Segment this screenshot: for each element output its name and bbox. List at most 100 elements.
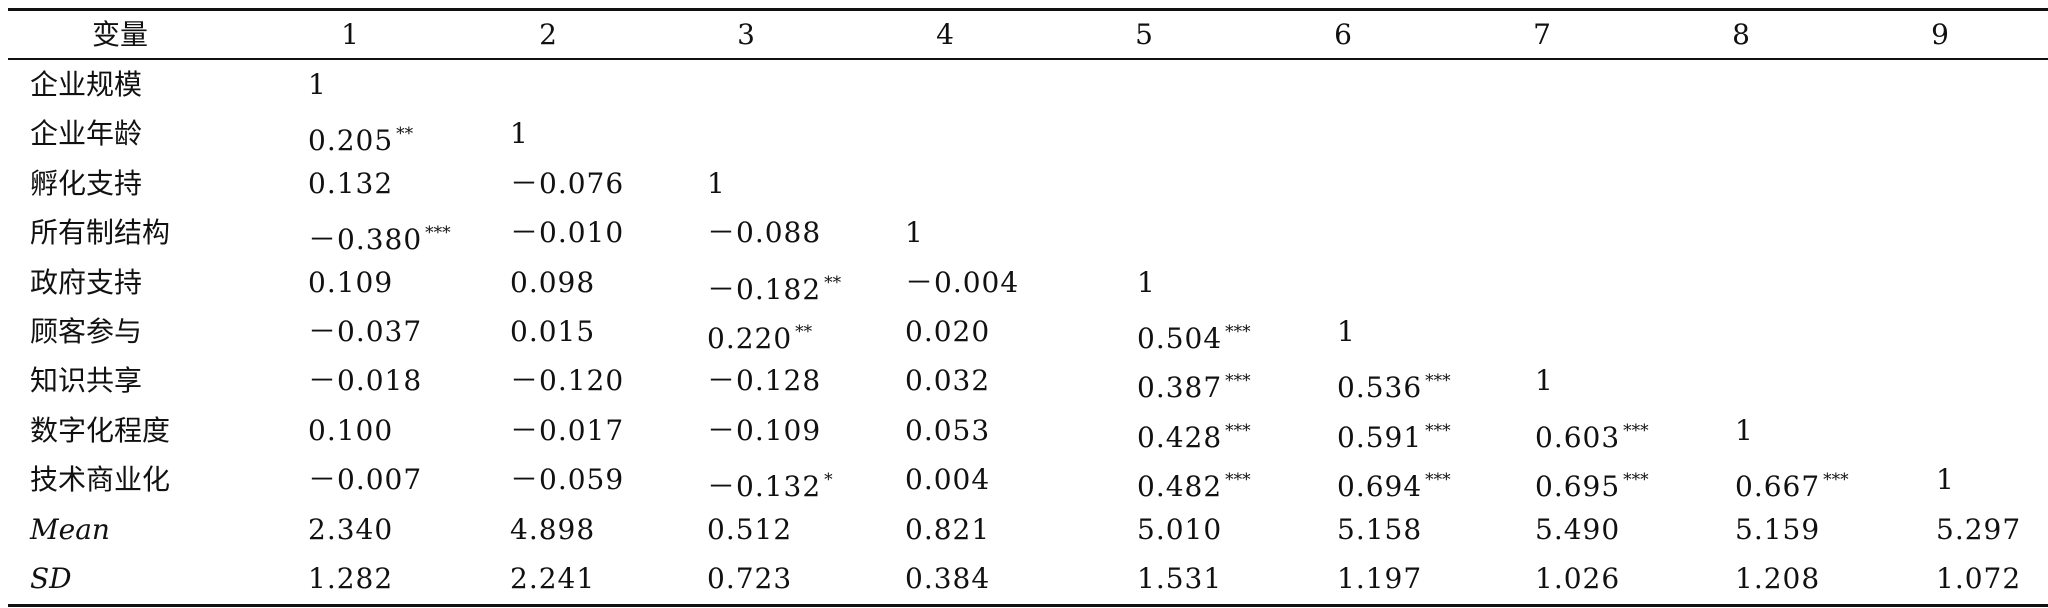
significance-marker: *** — [1823, 470, 1849, 491]
cell-value: 1.282 — [308, 562, 394, 595]
table-row: 所有制结构 －0.380 *** －0.010 －0.088 1 — [0, 208, 2048, 258]
table-cell: －0.088 — [707, 208, 821, 258]
table-cell: －0.076 — [510, 159, 624, 209]
table-row: 技术商业化 －0.007 －0.059 －0.132 * 0.004 0.482 *** 0.6… — [0, 455, 2048, 505]
header-col-2: 2 — [539, 18, 557, 51]
cell-value: 0.032 — [905, 364, 991, 398]
table-cell: 5.297 — [1936, 505, 2021, 555]
cell-value: 1 — [308, 68, 327, 101]
significance-marker: *** — [1225, 371, 1251, 392]
table-cell: 2.340 — [308, 505, 393, 555]
cell-value: －0.182 — [707, 272, 822, 306]
table-cell: 0.536 *** — [1337, 356, 1451, 406]
table-cell: 1 — [308, 60, 327, 110]
table-cell: 5.159 — [1735, 505, 1820, 555]
table-cell: 1 — [1337, 307, 1356, 357]
cell-value: 0.053 — [905, 413, 991, 447]
row-label: 数字化程度 — [30, 413, 171, 447]
table-cell: 0.603 *** — [1535, 406, 1649, 456]
cell-value: －0.059 — [510, 463, 625, 497]
cell-value: 0.603 — [1535, 420, 1621, 454]
table-cell: 2.241 — [510, 554, 595, 604]
table-cell: 1 — [1535, 356, 1554, 406]
cell-value: 5.159 — [1735, 512, 1821, 546]
table-cell: －0.132 * — [707, 455, 833, 505]
header-col-8: 8 — [1732, 18, 1750, 51]
cell-value: 0.004 — [905, 463, 991, 497]
table-row: 知识共享 －0.018 －0.120 －0.128 0.032 0.387 *** 0.536… — [0, 356, 2048, 406]
significance-marker: ** — [396, 124, 414, 145]
table-cell: －0.010 — [510, 208, 624, 258]
row-label: 孵化支持 — [30, 166, 143, 200]
cell-value: 0.015 — [510, 315, 596, 348]
table-cell: 0.695 *** — [1535, 455, 1649, 505]
header-col-3: 3 — [737, 18, 755, 51]
cell-value: 1.531 — [1137, 562, 1223, 595]
table-row: 企业年龄 0.205 ** 1 — [0, 109, 2048, 159]
significance-marker: *** — [1623, 420, 1649, 441]
significance-marker: *** — [1425, 470, 1451, 491]
cell-value: 0.591 — [1337, 420, 1423, 454]
table-cell: 4.898 — [510, 505, 595, 555]
significance-marker: * — [824, 470, 833, 491]
table-cell: －0.037 — [308, 307, 422, 357]
cell-value: －0.018 — [308, 364, 423, 398]
table-cell: 0.098 — [510, 258, 595, 308]
table-cell: －0.182 ** — [707, 258, 841, 308]
cell-value: 5.297 — [1936, 512, 2022, 546]
table-cell: －0.018 — [308, 356, 422, 406]
header-col-4: 4 — [936, 18, 954, 51]
significance-marker: *** — [1425, 420, 1451, 441]
table-cell: 0.020 — [905, 307, 990, 357]
cell-value: －0.120 — [510, 364, 625, 398]
cell-value: 1.072 — [1936, 562, 2022, 595]
cell-value: 2.241 — [510, 562, 596, 595]
table-row: 孵化支持 0.132 －0.076 1 — [0, 159, 2048, 209]
table-cell: 0.821 — [905, 505, 990, 555]
header-col-5: 5 — [1135, 18, 1153, 51]
table-cell: －0.380 *** — [308, 208, 451, 258]
cell-value: 1 — [1936, 463, 1955, 497]
significance-marker: *** — [1623, 470, 1649, 491]
table-cell: 0.504 *** — [1137, 307, 1251, 357]
cell-value: 0.536 — [1337, 371, 1423, 405]
cell-value: 0.132 — [308, 166, 394, 200]
table-cell: 1 — [905, 208, 924, 258]
cell-value: 1 — [707, 166, 726, 200]
cell-value: 0.694 — [1337, 470, 1423, 504]
cell-value: 1 — [1337, 315, 1356, 348]
cell-value: 0.667 — [1735, 470, 1821, 504]
header-rule — [8, 58, 2048, 60]
table-cell: 1 — [1735, 406, 1754, 456]
cell-value: 5.158 — [1337, 512, 1423, 546]
table-cell: 0.109 — [308, 258, 393, 308]
table-cell: 0.004 — [905, 455, 990, 505]
table-cell: 1.282 — [308, 554, 393, 604]
cell-value: 0.723 — [707, 562, 793, 595]
cell-value: 0.512 — [707, 512, 793, 546]
table-cell: 0.512 — [707, 505, 792, 555]
significance-marker: *** — [425, 223, 451, 244]
cell-value: －0.004 — [905, 265, 1020, 299]
table-cell: 1 — [1936, 455, 1955, 505]
table-cell: 1.072 — [1936, 554, 2021, 604]
cell-value: －0.380 — [308, 223, 423, 257]
top-rule — [8, 8, 2048, 11]
header-col-9: 9 — [1931, 18, 1949, 51]
significance-marker: *** — [1225, 470, 1251, 491]
cell-value: 5.010 — [1137, 512, 1223, 546]
table-row: Mean 2.340 4.898 0.512 0.821 5.010 5.158 5.490 5… — [0, 505, 2048, 555]
table-row: SD 1.282 2.241 0.723 0.384 1.531 1.197 1.026 1.2… — [0, 554, 2048, 604]
cell-value: －0.017 — [510, 413, 625, 447]
row-label: 所有制结构 — [30, 216, 171, 250]
cell-value: 1 — [1535, 364, 1554, 398]
header-variable: 变量 — [91, 18, 148, 51]
table-cell: 5.490 — [1535, 505, 1620, 555]
cell-value: 1.208 — [1735, 562, 1821, 595]
table-cell: 1 — [510, 109, 529, 159]
significance-marker: ** — [795, 322, 813, 342]
cell-value: 0.428 — [1137, 420, 1223, 454]
cell-value: 1.026 — [1535, 562, 1621, 595]
table-cell: 0.384 — [905, 554, 990, 604]
table-cell: 1.197 — [1337, 554, 1422, 604]
